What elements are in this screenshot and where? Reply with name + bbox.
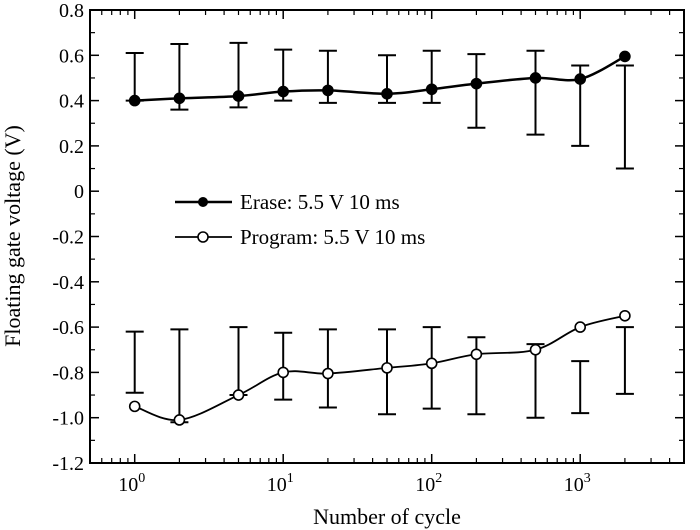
y-tick-label: -0.2 (52, 227, 84, 249)
y-tick-label: 0.6 (59, 45, 84, 67)
data-point (277, 366, 290, 379)
y-tick-label: 0.4 (59, 91, 84, 113)
data-point (232, 389, 245, 401)
legend: Erase: 5.5 V 10 ms Program: 5.5 V 10 ms (175, 190, 425, 249)
x-tick-base: 10 (564, 474, 584, 496)
y-tick-label: -1.0 (52, 408, 84, 430)
data-point (277, 85, 290, 98)
y-tick-label: 0.8 (59, 0, 84, 22)
data-point (173, 92, 186, 105)
data-point (619, 50, 631, 63)
x-axis-label: Number of cycle (313, 504, 461, 529)
y-tick-labels: 0.8 0.6 0.4 0.2 0 -0.2 -0.4 -0.6 -0.8 -1.0 -1.2 (52, 0, 84, 475)
data-point (322, 84, 334, 97)
legend-label-program: Program: 5.5 V 10 ms (240, 225, 425, 249)
series-line (134, 55, 626, 102)
x-tick-base: 10 (118, 474, 138, 496)
data-point (425, 357, 438, 370)
x-tick-label: 103 (564, 471, 591, 496)
x-tick-labels: 100 101 102 103 (118, 471, 591, 496)
legend-marker-program (197, 231, 209, 243)
data-point (128, 400, 141, 413)
data-point (381, 88, 393, 100)
x-tick-base: 10 (267, 474, 287, 496)
y-axis-label: Floating gate voltage (V) (0, 125, 25, 347)
x-tick-label: 102 (415, 471, 442, 496)
data-point (232, 90, 245, 102)
y-tick-label: 0.2 (59, 136, 84, 158)
x-tick-exponent: 1 (287, 471, 294, 486)
data-point (173, 414, 186, 426)
x-tick-base: 10 (415, 474, 435, 496)
y-tick-label: -0.4 (52, 272, 84, 294)
series-line (134, 314, 626, 421)
data-point (128, 94, 141, 107)
data-point (574, 321, 587, 333)
series-program (125, 309, 634, 426)
data-point (470, 348, 483, 361)
series-layer (125, 41, 634, 426)
y-tick-label: -0.8 (52, 362, 84, 384)
y-tick-label: -0.6 (52, 317, 84, 339)
legend-label-erase: Erase: 5.5 V 10 ms (240, 190, 400, 214)
series-erase (125, 41, 634, 170)
data-point (381, 362, 393, 374)
y-tick-label: 0 (74, 181, 84, 203)
x-tick-exponent: 0 (138, 471, 145, 486)
data-point (529, 72, 542, 84)
data-point (425, 83, 438, 96)
x-tick-label: 100 (118, 471, 145, 496)
data-point (529, 343, 542, 356)
x-tick-exponent: 2 (435, 471, 442, 486)
x-tick-label: 101 (267, 471, 294, 496)
data-point (619, 309, 631, 322)
data-point (322, 367, 334, 380)
axis-ticks (89, 9, 685, 464)
data-point (574, 73, 587, 85)
y-tick-label: -1.2 (52, 453, 84, 475)
x-tick-exponent: 3 (584, 471, 591, 486)
data-point (470, 77, 483, 90)
legend-marker-erase (198, 197, 208, 207)
